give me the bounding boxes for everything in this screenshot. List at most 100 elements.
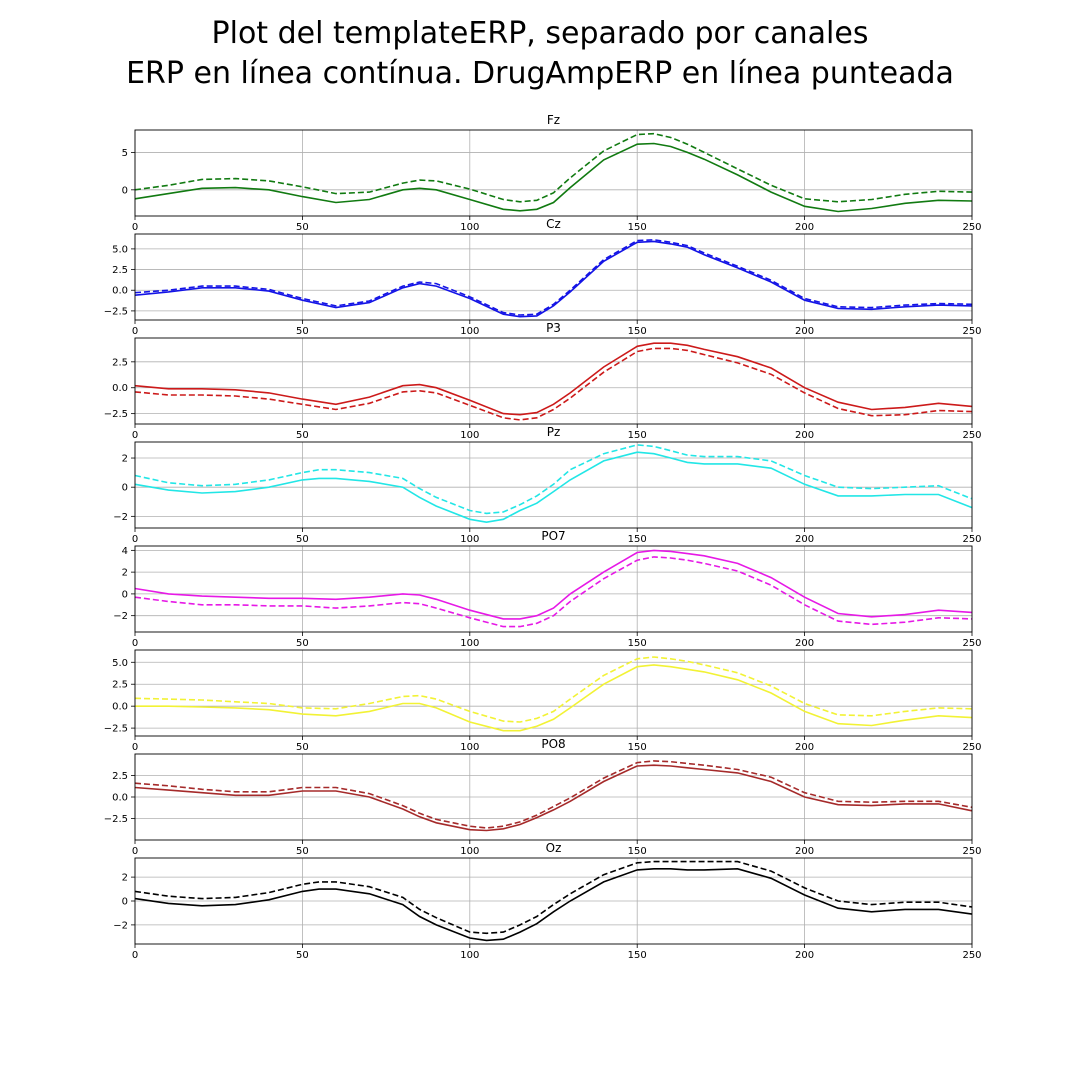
y-tick-label: 0.0 [112,702,128,713]
series-line-solid [134,240,973,318]
x-tick-label: 200 [795,534,814,545]
x-tick-label: 150 [628,742,647,753]
series-line-solid [134,549,973,620]
y-tick-label: 0 [122,897,128,908]
y-tick-label: 2.5 [112,771,128,782]
series-line-solid [134,764,973,832]
x-tick-label: 0 [132,222,138,233]
x-tick-label: 100 [460,430,479,441]
y-tick-label: 2.5 [112,680,128,691]
x-tick-label: 0 [132,326,138,337]
y-tick-label: 2 [122,568,128,579]
x-tick-label: 50 [296,742,309,753]
y-tick-label: 0.0 [112,383,128,394]
channel-plot-pz: 0 50 100 150 200 250 −2 0 2 Pz [113,425,981,545]
x-tick-label: 100 [460,638,479,649]
y-tick-label: 0.0 [112,793,128,804]
x-tick-label: 50 [296,326,309,337]
y-tick-label: 5.0 [112,658,128,669]
series-line-dashed [134,656,973,723]
x-tick-label: 0 [132,846,138,857]
y-tick-label: −2.5 [104,814,128,825]
y-tick-label: 0 [122,185,128,196]
x-tick-label: 100 [460,846,479,857]
x-tick-label: 200 [795,430,814,441]
axes-frame [134,233,973,321]
x-tick-label: 50 [296,430,309,441]
x-tick-label: 0 [132,638,138,649]
y-tick-label: 5 [122,148,128,159]
x-tick-label: 100 [460,222,479,233]
channel-plot-unlabeled: 0 50 100 150 200 250 −2.5 0.0 2.5 5.0 [104,649,982,753]
channel-plot-po7: 0 50 100 150 200 250 −2 0 2 4 PO7 [113,529,981,649]
x-tick-label: 250 [962,950,981,961]
y-tick-label: −2.5 [104,724,128,735]
series-line-solid [134,142,973,213]
x-tick-label: 50 [296,534,309,545]
subplot-title: PO8 [541,737,565,751]
figure-title: Plot del templateERP, separado por canal… [0,14,1080,94]
axes-frame [134,649,973,737]
channel-plot-p3: 0 50 100 150 200 250 −2.5 0.0 2.5 P3 [104,321,982,441]
x-tick-label: 150 [628,222,647,233]
x-tick-label: 250 [962,534,981,545]
y-tick-label: 4 [122,546,128,557]
x-tick-label: 0 [132,950,138,961]
channel-plot-cz: 0 50 100 150 200 250 −2.5 0.0 2.5 5.0 Cz [104,217,982,337]
series-line-dashed [134,760,973,829]
x-tick-label: 250 [962,222,981,233]
x-tick-label: 50 [296,222,309,233]
y-tick-label: −2 [113,920,128,931]
series-line-dashed [134,860,973,935]
x-tick-label: 250 [962,742,981,753]
figure-title-line-2: ERP en línea contínua. DrugAmpERP en lín… [126,56,954,91]
x-tick-label: 50 [296,638,309,649]
x-tick-label: 150 [628,638,647,649]
y-tick-label: 0 [122,589,128,600]
x-tick-label: 100 [460,742,479,753]
x-tick-label: 250 [962,638,981,649]
x-tick-label: 250 [962,846,981,857]
x-tick-label: 200 [795,326,814,337]
series-line-dashed [134,238,973,316]
series-line-dashed [134,132,973,203]
subplot-title: Oz [546,841,562,855]
x-tick-label: 250 [962,430,981,441]
y-tick-label: −2 [113,611,128,622]
y-tick-label: −2.5 [104,409,128,420]
y-tick-label: 0.0 [112,286,128,297]
series-line-solid [134,451,973,524]
series-line-dashed [134,444,973,515]
subplot-title: Cz [546,217,561,231]
x-tick-label: 50 [296,950,309,961]
x-tick-label: 0 [132,534,138,545]
x-tick-label: 200 [795,638,814,649]
series-line-dashed [134,347,973,421]
series-line-solid [134,867,973,942]
y-tick-label: −2 [113,512,128,523]
x-tick-label: 200 [795,742,814,753]
y-tick-label: 2 [122,873,128,884]
x-tick-label: 50 [296,846,309,857]
x-tick-label: 0 [132,430,138,441]
series-line-solid [135,664,973,732]
y-tick-label: 5.0 [112,244,128,255]
x-tick-label: 200 [795,846,814,857]
x-tick-label: 200 [795,222,814,233]
axes-frame [134,337,973,425]
subplot-title: Pz [547,425,561,439]
subplot-title: PO7 [541,529,565,543]
y-tick-label: 2.5 [112,357,128,368]
channel-plot-po8: 0 50 100 150 200 250 −2.5 0.0 2.5 PO8 [104,737,982,857]
x-tick-label: 100 [460,326,479,337]
y-tick-label: 0 [122,483,128,494]
y-tick-label: 2 [122,454,128,465]
x-tick-label: 150 [628,950,647,961]
x-tick-label: 200 [795,950,814,961]
x-tick-label: 0 [132,742,138,753]
series-line-solid [134,342,973,416]
subplot-title: P3 [546,321,561,335]
x-tick-label: 250 [962,326,981,337]
x-tick-label: 100 [460,950,479,961]
channel-plot-fz: 0 50 100 150 200 250 0 5 Fz [122,113,982,233]
